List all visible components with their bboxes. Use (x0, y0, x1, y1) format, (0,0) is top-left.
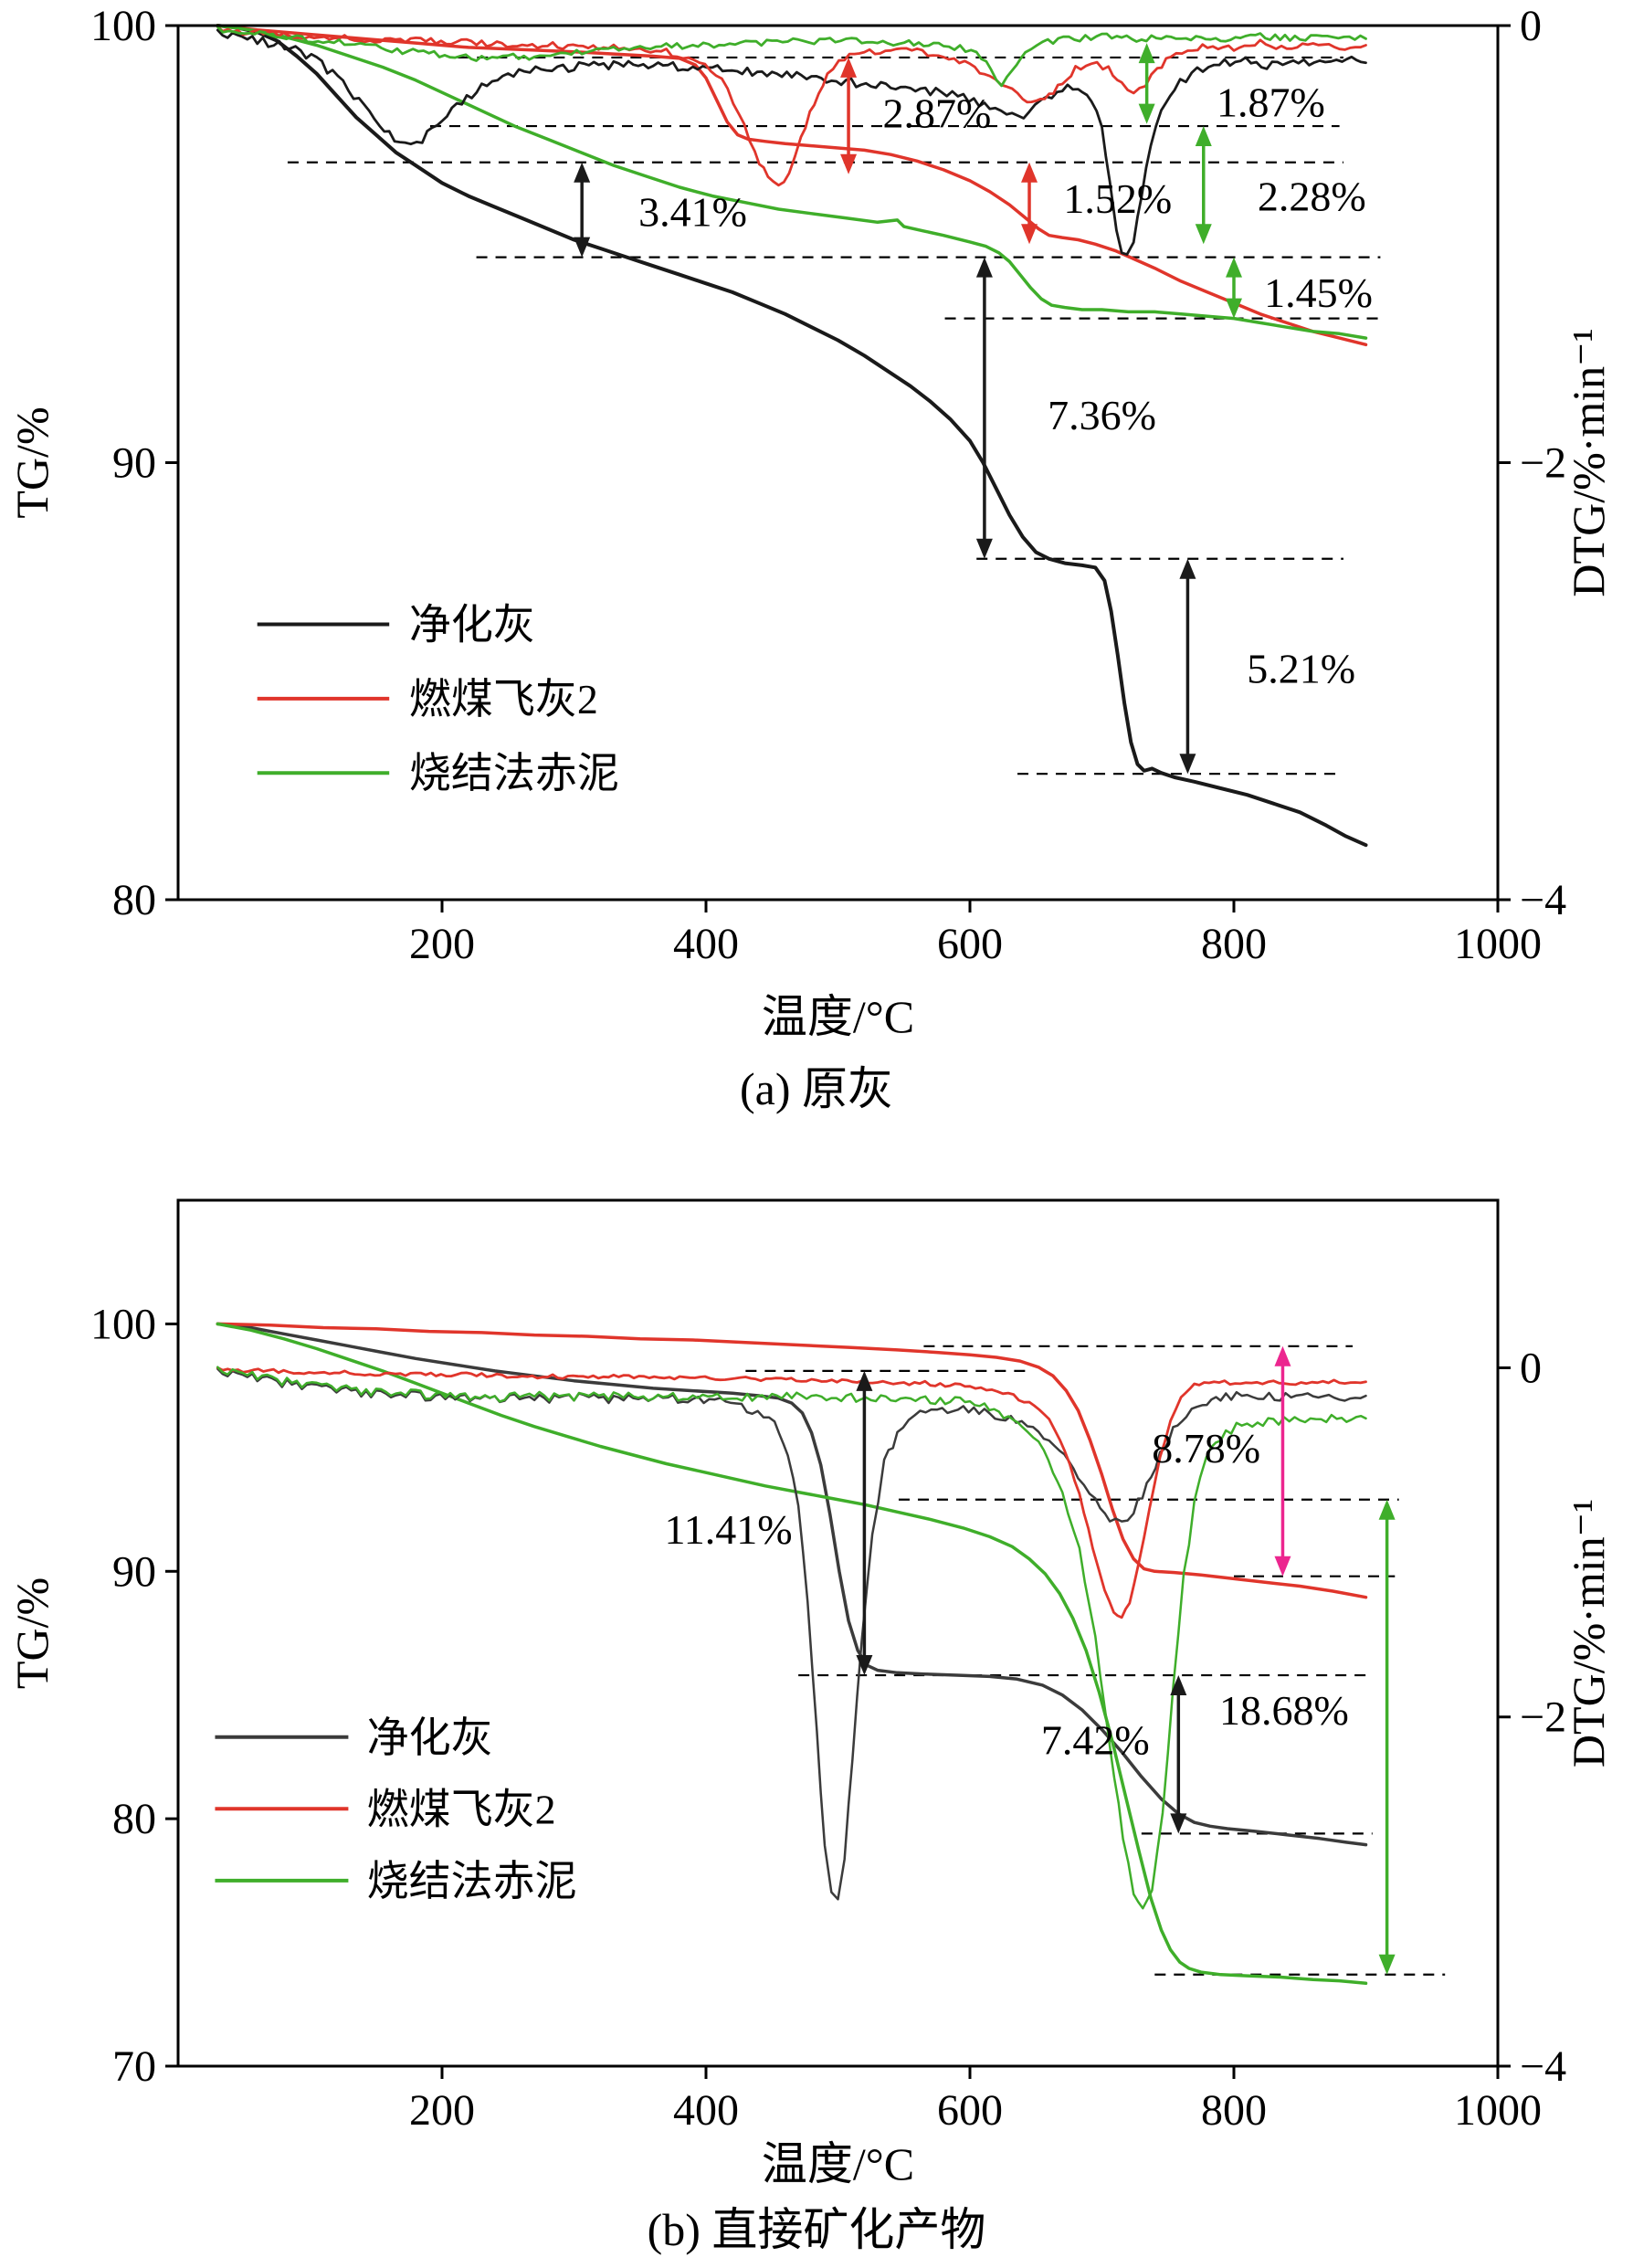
annotation-label: 2.28% (1258, 174, 1366, 220)
arrow-head-down-icon (1274, 1556, 1291, 1577)
x-tick-label: 800 (1201, 920, 1267, 968)
arrow-head-up-icon (856, 1370, 873, 1391)
x-axis-title: 温度/°C (762, 991, 914, 1042)
chart-a-caption: (a) 原灰 (740, 1063, 893, 1114)
y-right-tick-label: 0 (1520, 2, 1542, 50)
y-left-tick-label: 80 (112, 876, 156, 924)
x-tick-label: 1000 (1454, 2086, 1542, 2135)
annotation-label: 3.41% (638, 188, 747, 235)
annotation-label: 7.36% (1048, 392, 1156, 438)
annotation-label: 7.42% (1041, 1716, 1150, 1763)
y-right-tick-label: 0 (1520, 1344, 1542, 1392)
y-left-tick-label: 90 (112, 1547, 156, 1596)
legend-label: 燃煤飞灰2 (367, 1786, 556, 1832)
x-tick-label: 600 (937, 920, 1003, 968)
arrow-head-up-icon (1274, 1345, 1291, 1366)
tg-purified-ash-left-curve (216, 1322, 1368, 1847)
tg-sintered-red-mud-left-curve (216, 1322, 1368, 1986)
y-left-tick-label: 100 (90, 2, 156, 50)
x-tick-label: 800 (1201, 2086, 1267, 2135)
arrow-head-up-icon (1226, 257, 1242, 278)
arrow-head-down-icon (574, 237, 591, 258)
annotation-label: 1.45% (1264, 269, 1373, 316)
chart-a-canvas: 2.87% 1.87% 3.41% 1.52% 2.28% 1.45% 7.36% 5.21%… (6, 2, 1614, 1042)
y-right-tick-label: −4 (1520, 876, 1566, 924)
chart-a: 2.87% 1.87% 3.41% 1.52% 2.28% 1.45% 7.36% 5.21%… (0, 0, 1633, 1127)
arrow-head-down-icon (1138, 103, 1155, 124)
annotation-label: 8.78% (1152, 1425, 1260, 1472)
legend-label: 净化灰 (409, 602, 535, 649)
tg-coal-fly-ash-2-left-curve (216, 1322, 1368, 1599)
y-right-tick-label: −4 (1520, 2042, 1566, 2091)
arrow-head-down-icon (975, 538, 993, 559)
annotation-label: 1.52% (1063, 175, 1172, 222)
y-axis-right-title: DTG/%·min⁻¹ (1563, 1499, 1614, 1767)
legend-label: 燃煤飞灰2 (409, 676, 598, 723)
arrow-head-down-icon (1021, 224, 1038, 245)
arrow-head-up-icon (840, 57, 858, 78)
arrow-head-up-icon (975, 257, 993, 278)
y-right-tick-label: −2 (1520, 1693, 1566, 1742)
annotation-label: 11.41% (665, 1506, 793, 1553)
y-axis-right-title: DTG/%·min⁻¹ (1563, 328, 1614, 596)
x-tick-label: 400 (673, 2086, 739, 2135)
y-left-tick-label: 90 (112, 439, 156, 488)
x-tick-label: 200 (409, 920, 475, 968)
dtg-coal-fly-ash-2-right-curve (216, 25, 1367, 187)
arrow-head-up-icon (1378, 1499, 1396, 1520)
dtg-purified-ash-right-curve (216, 28, 1367, 257)
tg-coal-fly-ash-2-left-curve (216, 24, 1368, 347)
arrow-head-down-icon (1170, 1813, 1187, 1834)
x-axis-title: 温度/°C (762, 2138, 914, 2189)
chart-b-caption: (b) 直接矿化产物 (647, 2204, 986, 2255)
x-tick-label: 400 (673, 920, 739, 968)
y-right-tick-label: −2 (1520, 439, 1566, 488)
arrow-head-up-icon (1170, 1675, 1187, 1696)
legend-label: 净化灰 (367, 1714, 493, 1761)
chart-b-canvas: 11.41%8.78%7.42%18.68%200 400 600 800 100070… (6, 1198, 1614, 2189)
dtg-coal-fly-ash-2-right-curve (216, 1366, 1367, 1619)
tg-purified-ash-left-curve (216, 24, 1368, 848)
arrow-head-up-icon (1138, 43, 1155, 64)
arrow-head-up-icon (574, 162, 591, 183)
annotation-label: 1.87% (1217, 79, 1325, 126)
dtg-purified-ash-right-curve (216, 1367, 1367, 1901)
x-tick-label: 600 (937, 2086, 1003, 2135)
arrow-head-up-icon (1195, 126, 1212, 147)
plot-border (176, 24, 1500, 902)
y-left-tick-label: 80 (112, 1795, 156, 1843)
dtg-sintered-red-mud-right-curve (216, 1366, 1367, 1910)
tg-sintered-red-mud-left-curve (216, 24, 1368, 340)
arrow-head-up-icon (1021, 162, 1038, 183)
arrow-head-up-icon (1179, 558, 1196, 579)
arrow-head-down-icon (1195, 224, 1212, 245)
dtg-sintered-red-mud-right-curve (216, 25, 1367, 88)
arrow-head-down-icon (840, 153, 858, 174)
legend-label: 烧结法赤泥 (409, 750, 619, 796)
y-axis-left-title: TG/% (6, 1577, 58, 1689)
chart-b: 11.41% 8.78% 7.42% 18.68% 200 400 600 800 1000 70… (0, 1127, 1633, 2268)
x-tick-label: 200 (409, 2086, 475, 2135)
annotation-label: 18.68% (1219, 1687, 1349, 1734)
legend-label: 烧结法赤泥 (367, 1858, 577, 1904)
annotation-label: 5.21% (1247, 645, 1355, 691)
arrow-head-down-icon (1226, 298, 1242, 319)
x-tick-label: 1000 (1454, 920, 1542, 968)
arrow-head-down-icon (1179, 754, 1196, 775)
y-left-tick-label: 70 (112, 2042, 156, 2091)
annotation-label: 2.87% (882, 90, 991, 137)
plot-border (176, 1198, 1500, 2068)
y-left-tick-label: 100 (90, 1300, 156, 1348)
arrow-head-down-icon (856, 1655, 873, 1676)
y-axis-left-title: TG/% (6, 406, 58, 518)
arrow-head-down-icon (1378, 1954, 1396, 1975)
